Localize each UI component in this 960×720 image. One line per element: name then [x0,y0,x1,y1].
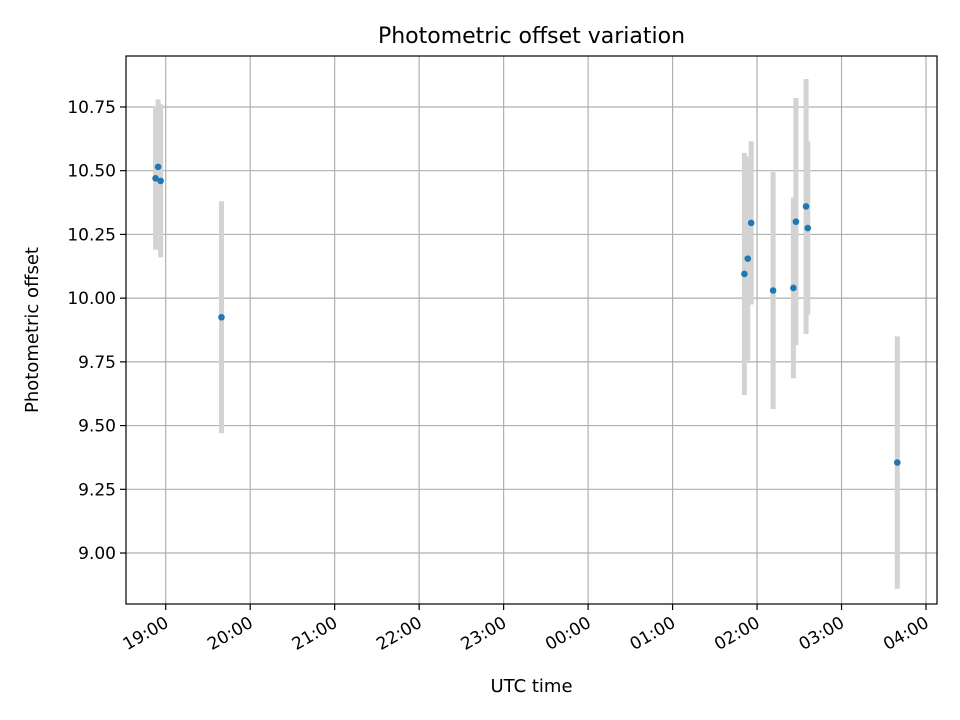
data-point [747,219,755,227]
y-axis-ticks: 9.00 9.25 9.50 9.75 10.00 10.25 10.50 10.75 [67,98,126,564]
y-tick-label: 9.50 [78,417,116,437]
data-point [769,287,777,294]
data-point [790,284,797,292]
y-tick-label: 10.25 [67,225,116,245]
y-tick-label: 9.00 [78,544,116,564]
data-point [152,175,159,182]
y-axis-label: Photometric offset [22,247,43,413]
data-point [792,218,800,225]
x-axis-label: UTC time [490,676,572,697]
data-point [744,255,752,262]
data-point [802,203,810,210]
y-tick-label: 10.50 [67,162,116,182]
data-point [218,313,225,321]
plot-frame [125,55,938,605]
data-point [157,177,164,185]
data-point [804,224,812,232]
data-point [741,270,748,278]
data-points [152,163,901,466]
data-point [154,163,162,171]
y-tick-label: 10.00 [67,289,116,309]
chart-title: Photometric offset variation [378,24,685,49]
data-point [893,459,901,466]
y-tick-label: 10.75 [67,98,116,118]
y-tick-label: 9.75 [78,353,116,373]
y-tick-label: 9.25 [78,480,116,500]
grid [126,56,937,604]
